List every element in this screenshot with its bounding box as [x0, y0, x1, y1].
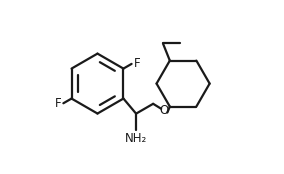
- Text: O: O: [160, 104, 169, 117]
- Text: F: F: [55, 97, 61, 110]
- Text: NH₂: NH₂: [125, 132, 147, 145]
- Text: F: F: [134, 57, 141, 70]
